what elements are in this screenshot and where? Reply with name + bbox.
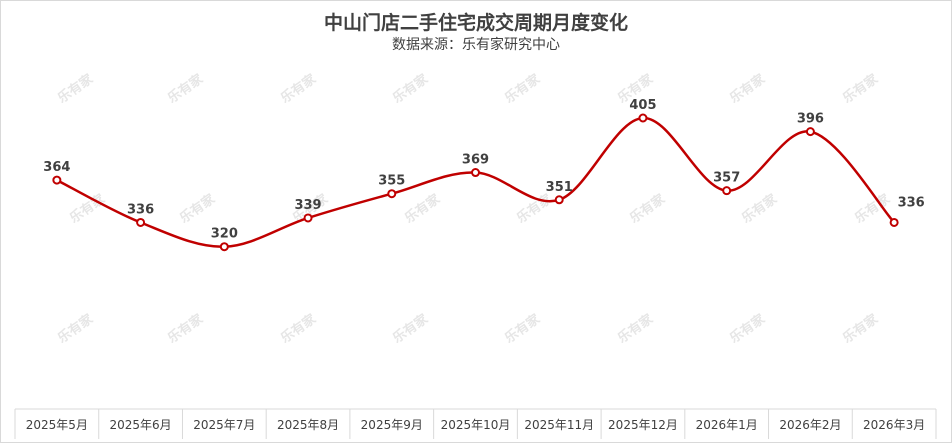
x-tick-label: 2025年8月 [277, 418, 339, 432]
x-tick-label: 2025年12月 [608, 418, 678, 432]
x-tick-label: 2025年6月 [109, 418, 171, 432]
data-point [722, 186, 732, 196]
data-label: 351 [546, 180, 573, 195]
data-label: 357 [713, 171, 740, 186]
data-label: 339 [294, 198, 321, 213]
chart-subtitle: 数据来源：乐有家研究中心 [392, 37, 560, 53]
data-label: 396 [797, 112, 824, 127]
data-label: 405 [629, 98, 656, 113]
data-label: 320 [211, 227, 238, 242]
data-point [136, 217, 146, 227]
series-line [56, 116, 896, 248]
data-point [638, 113, 648, 123]
data-point [52, 175, 62, 185]
x-tick-label: 2026年3月 [863, 418, 925, 432]
data-label: 364 [43, 160, 70, 175]
data-label: 336 [127, 202, 154, 217]
x-tick-label: 2025年7月 [193, 418, 255, 432]
x-tick-label: 2025年5月 [26, 418, 88, 432]
data-label: 369 [462, 153, 489, 168]
data-point [387, 189, 397, 199]
x-tick-label: 2026年1月 [696, 418, 758, 432]
data-point [805, 127, 815, 137]
data-point [219, 242, 229, 252]
data-point [889, 217, 899, 227]
data-point [303, 213, 313, 223]
x-tick-label: 2025年10月 [441, 418, 511, 432]
data-point [554, 195, 564, 205]
data-label: 336 [898, 195, 925, 210]
data-label: 355 [378, 174, 405, 189]
data-point [471, 168, 480, 178]
x-tick-label: 2026年2月 [779, 418, 841, 432]
x-tick-label: 2025年11月 [524, 418, 594, 432]
chart-title: 中山门店二手住宅成交周期月度变化 [323, 12, 628, 34]
x-tick-label: 2025年9月 [361, 418, 423, 432]
